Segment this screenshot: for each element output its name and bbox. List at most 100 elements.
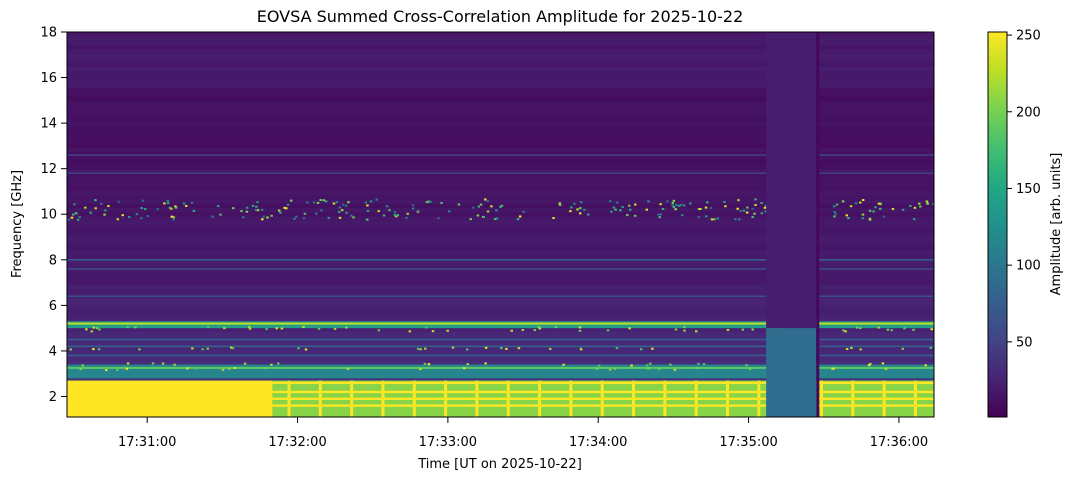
- heatmap-rfi-speck: [499, 205, 502, 208]
- heatmap-rfi-speck: [648, 362, 652, 365]
- heatmap-rfi-speck: [633, 214, 637, 217]
- heatmap-rfi-speck: [447, 210, 451, 213]
- heatmap-rfi-speck: [651, 347, 654, 350]
- heatmap-rfi-speck: [191, 347, 194, 350]
- heatmap-low-column: [318, 380, 322, 417]
- heatmap-rfi-speck: [621, 206, 624, 209]
- heatmap-rfi-speck: [548, 347, 552, 350]
- heatmap-gap-edge: [816, 32, 820, 417]
- heatmap-rfi-speck: [146, 215, 150, 218]
- heatmap-rfi-speck: [304, 348, 308, 351]
- heatmap-rfi-speck: [105, 369, 108, 372]
- heatmap-rfi-speck: [233, 367, 237, 370]
- heatmap-rfi-speck: [479, 203, 483, 206]
- heatmap-band: [67, 318, 934, 324]
- heatmap-rfi-speck: [338, 216, 342, 219]
- heatmap-rfi-speck: [579, 201, 583, 204]
- heatmap-rfi-speck: [104, 209, 107, 212]
- heatmap-rfi-speck: [174, 205, 177, 208]
- heatmap-rfi-speck: [338, 206, 342, 209]
- y-tick-label: 18: [40, 26, 57, 41]
- heatmap-band: [67, 314, 934, 320]
- heatmap-rfi-speck: [833, 215, 836, 218]
- heatmap-rfi-speck: [859, 327, 862, 330]
- heatmap-rfi-speck: [94, 199, 97, 202]
- heatmap-rfi-speck: [425, 201, 429, 204]
- heatmap-rfi-speck: [240, 210, 243, 213]
- heatmap-rfi-speck: [558, 202, 562, 205]
- heatmap-rfi-speck: [427, 200, 430, 203]
- heatmap-rfi-speck: [612, 206, 616, 209]
- heatmap-band: [67, 74, 934, 80]
- colorbar-tick-label: 150: [1016, 182, 1041, 197]
- heatmap-rfi-speck: [709, 206, 713, 209]
- heatmap-rfi-speck: [877, 202, 881, 205]
- heatmap-rfi-speck: [327, 216, 331, 219]
- heatmap-rfi-speck: [764, 210, 768, 213]
- heatmap-rfi-speck: [844, 330, 847, 333]
- heatmap-band: [67, 36, 934, 42]
- heatmap-rfi-speck: [909, 204, 912, 207]
- x-tick-label: 17:31:00: [118, 435, 176, 450]
- heatmap-rfi-speck: [201, 348, 204, 351]
- heatmap-strong-band: [67, 321, 934, 329]
- heatmap-rfi-speck: [297, 347, 300, 350]
- heatmap-line: [67, 338, 934, 341]
- heatmap-rfi-speck: [583, 208, 586, 211]
- heatmap-rfi-speck: [95, 327, 99, 330]
- heatmap-band: [67, 151, 934, 157]
- heatmap-low-column: [663, 380, 667, 417]
- heatmap-low-column: [851, 380, 855, 417]
- heatmap-band: [67, 53, 934, 59]
- heatmap-saturated-early: [67, 380, 273, 417]
- heatmap-rfi-speck: [671, 204, 674, 207]
- heatmap-band: [67, 121, 934, 127]
- heatmap-rfi-speck: [190, 201, 194, 204]
- heatmap-rfi-speck: [505, 347, 508, 350]
- heatmap-band: [67, 100, 934, 106]
- heatmap-rfi-speck: [697, 208, 701, 211]
- heatmap-rfi-speck: [657, 368, 661, 371]
- heatmap-rfi-speck: [486, 200, 490, 203]
- heatmap-rfi-speck: [127, 216, 131, 219]
- heatmap-rfi-speck: [261, 218, 264, 221]
- heatmap-rfi-speck: [484, 198, 487, 201]
- heatmap-rfi-speck: [919, 205, 922, 208]
- heatmap-rfi-speck: [849, 205, 853, 208]
- heatmap-band: [67, 156, 934, 161]
- heatmap-band: [67, 357, 934, 362]
- heatmap-low-column: [538, 380, 542, 417]
- heatmap-rfi-speck: [344, 204, 348, 207]
- heatmap-rfi-speck: [628, 208, 632, 211]
- heatmap-rfi-speck: [932, 203, 934, 206]
- heatmap-rfi-speck: [293, 217, 296, 220]
- heatmap-low-column: [381, 380, 385, 417]
- heatmap-band: [67, 177, 934, 183]
- heatmap-band: [67, 297, 934, 303]
- heatmap-rfi-speck: [385, 205, 389, 208]
- heatmap-band: [67, 164, 934, 170]
- heatmap-band: [67, 57, 934, 63]
- heatmap-rfi-speck: [231, 207, 235, 210]
- heatmap-band: [67, 220, 934, 226]
- heatmap-rfi-speck: [476, 214, 480, 217]
- heatmap-rfi-speck: [695, 330, 698, 333]
- heatmap-band: [67, 117, 934, 123]
- heatmap-rfi-speck: [242, 216, 245, 219]
- heatmap-rfi-speck: [682, 204, 686, 207]
- heatmap-rfi-speck: [316, 201, 320, 204]
- heatmap-rfi-speck: [263, 367, 267, 370]
- heatmap-rfi-speck: [658, 216, 661, 219]
- x-axis: 17:31:00 17:32:00 17:33:00 17:34:00 17:35:00…: [118, 417, 928, 450]
- heatmap-rfi-speck: [393, 210, 397, 213]
- heatmap-rfi-speck: [615, 347, 619, 350]
- heatmap-rfi-speck: [92, 348, 95, 351]
- heatmap-rfi-speck: [872, 210, 875, 213]
- heatmap-rfi-speck: [419, 368, 422, 371]
- heatmap-rfi-speck: [337, 210, 341, 213]
- heatmap-low-column: [882, 380, 886, 417]
- heatmap-rfi-speck: [739, 210, 742, 213]
- heatmap-rfi-speck: [879, 203, 882, 206]
- heatmap-mid-line: [67, 366, 934, 369]
- heatmap-rfi-speck: [645, 208, 649, 211]
